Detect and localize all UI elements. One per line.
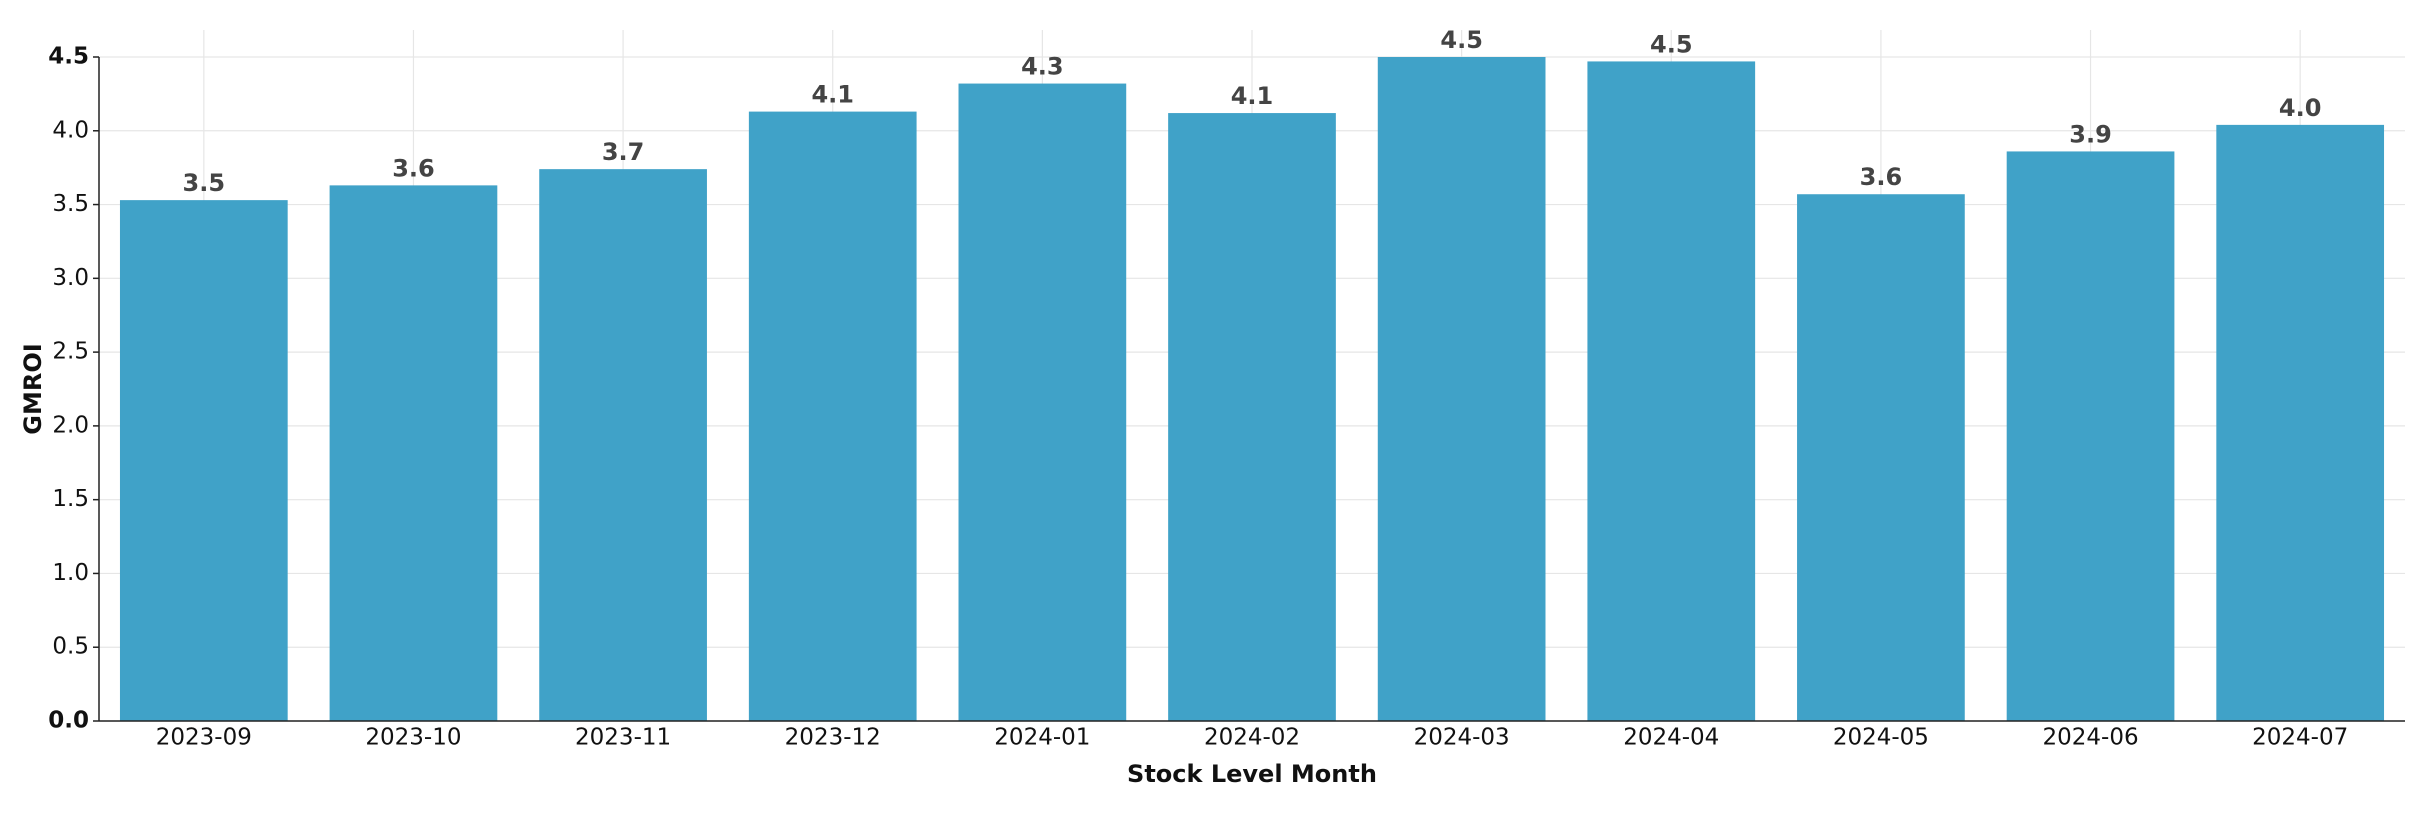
x-tick-label: 2023-12 <box>785 725 881 751</box>
x-tick-label: 2023-09 <box>156 725 252 751</box>
bar <box>958 83 1127 721</box>
x-tick-label: 2024-04 <box>1623 725 1719 751</box>
value-label: 4.1 <box>811 81 854 109</box>
bar <box>2216 124 2385 722</box>
bar <box>2006 151 2175 722</box>
y-tick-label: 2.5 <box>52 339 89 365</box>
y-tick-label: 1.5 <box>52 486 89 512</box>
value-label: 3.6 <box>1860 163 1903 191</box>
bar <box>1797 194 1965 721</box>
bar <box>539 169 707 722</box>
value-label: 3.5 <box>183 169 226 197</box>
x-tick-label: 2024-05 <box>1833 725 1929 751</box>
bar <box>119 200 288 721</box>
x-tick-label: 2024-06 <box>2042 725 2138 751</box>
x-tick-label: 2024-07 <box>2252 725 2348 751</box>
value-label: 3.9 <box>2069 120 2112 148</box>
y-axis-title: GMROI <box>19 343 47 434</box>
y-tick-label: 2.0 <box>52 412 89 438</box>
value-label: 4.3 <box>1021 53 1064 81</box>
y-tick-label: 0.5 <box>52 634 89 660</box>
x-tick-label: 2024-03 <box>1414 725 1510 751</box>
bar <box>1377 57 1546 721</box>
y-tick-label: 4.5 <box>48 44 89 70</box>
y-tick-label: 1.0 <box>52 560 89 586</box>
bar <box>748 111 917 721</box>
y-tick-label: 3.5 <box>52 191 89 217</box>
x-tick-label: 2023-11 <box>575 725 671 751</box>
x-tick-label: 2024-01 <box>994 725 1090 751</box>
y-tick-label: 3.0 <box>52 265 89 291</box>
value-label: 3.6 <box>392 154 435 182</box>
value-label: 3.7 <box>602 138 645 166</box>
bar <box>1168 113 1336 722</box>
bar <box>329 185 498 721</box>
value-label: 4.1 <box>1231 82 1274 110</box>
value-label: 4.5 <box>1440 26 1483 54</box>
x-axis-title: Stock Level Month <box>1127 760 1377 788</box>
x-tick-label: 2023-10 <box>365 725 461 751</box>
bar <box>1587 61 1756 722</box>
value-label: 4.0 <box>2279 94 2322 122</box>
value-label: 4.5 <box>1650 30 1693 58</box>
x-tick-label: 2024-02 <box>1204 725 1300 751</box>
y-tick-label: 4.0 <box>52 117 89 143</box>
y-tick-label: 0.0 <box>48 708 89 734</box>
